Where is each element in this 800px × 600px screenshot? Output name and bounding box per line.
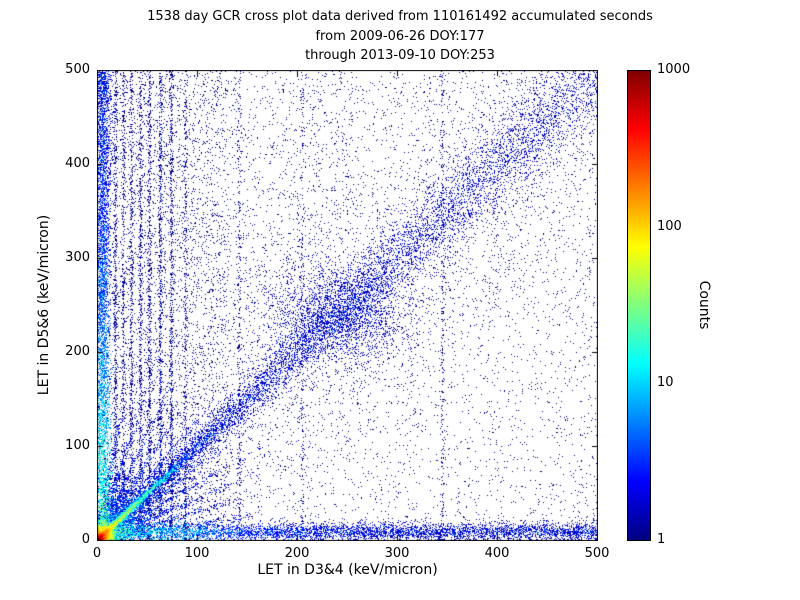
colorbar-tick-label: 10 bbox=[657, 375, 674, 391]
colorbar bbox=[627, 70, 651, 541]
x-tick-label: 300 bbox=[384, 546, 410, 561]
title-line-2: from 2009-06-26 DOY:177 bbox=[315, 28, 485, 44]
density-plot-canvas bbox=[97, 70, 598, 541]
y-tick-label: 100 bbox=[65, 438, 90, 453]
title-line-1: 1538 day GCR cross plot data derived fro… bbox=[147, 9, 653, 24]
x-tick-label: 0 bbox=[92, 546, 102, 561]
x-tick-label: 400 bbox=[484, 546, 510, 561]
colorbar-tick-label: 1 bbox=[657, 532, 666, 547]
y-tick-label: 0 bbox=[81, 532, 90, 547]
title-line-3: through 2013-09-10 DOY:253 bbox=[305, 48, 495, 63]
x-tick-label: 500 bbox=[584, 546, 610, 561]
colorbar-label: Counts bbox=[696, 280, 712, 330]
colorbar-tick-label: 100 bbox=[657, 218, 682, 234]
x-tick-label: 100 bbox=[184, 546, 210, 561]
chart-title: 1538 day GCR cross plot data derived fro… bbox=[0, 7, 800, 66]
y-axis-label: LET in D5&6 (keV/micron) bbox=[36, 214, 52, 396]
x-tick-label: 200 bbox=[284, 546, 310, 561]
y-tick-label: 400 bbox=[65, 156, 90, 171]
x-axis-label: LET in D3&4 (keV/micron) bbox=[257, 562, 438, 578]
